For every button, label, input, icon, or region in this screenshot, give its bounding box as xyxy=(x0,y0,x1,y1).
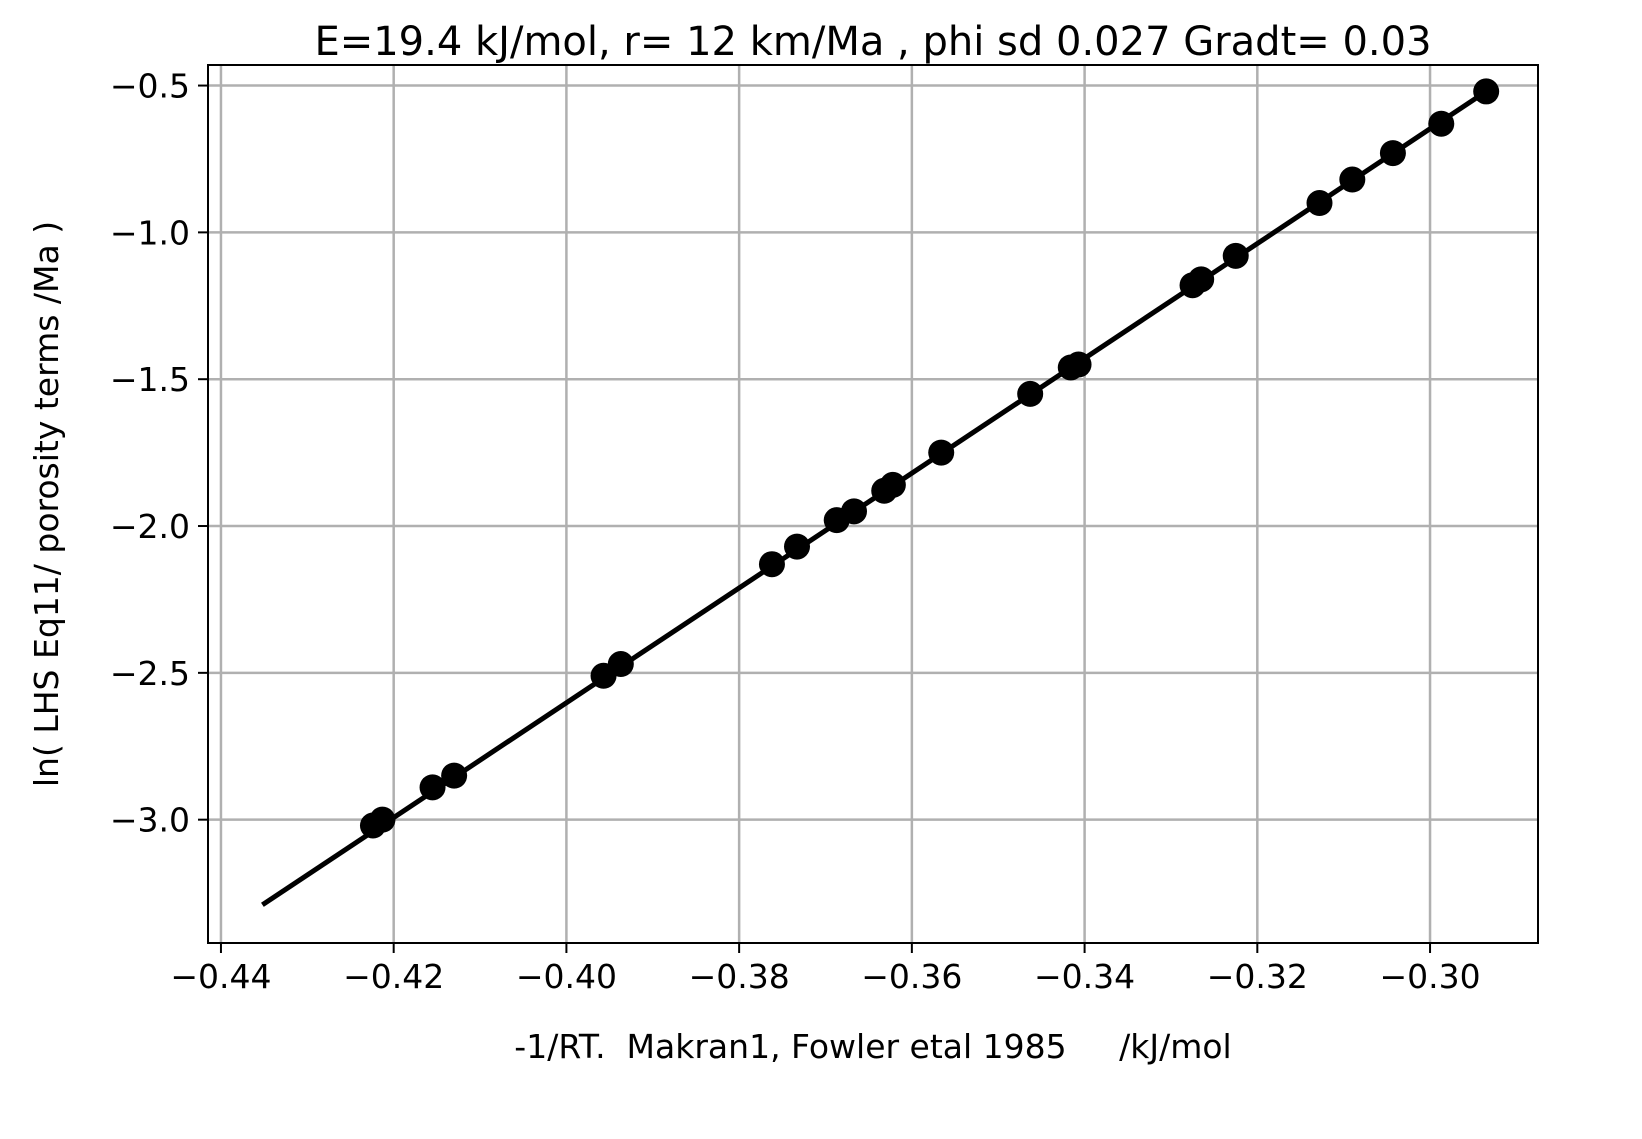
axes-frame xyxy=(207,64,1539,944)
chart-title: E=19.4 kJ/mol, r= 12 km/Ma , phi sd 0.02… xyxy=(314,19,1431,65)
data-point xyxy=(879,471,906,498)
data-point xyxy=(1379,140,1406,167)
y-tick-label: −2.0 xyxy=(110,507,190,546)
data-point xyxy=(1188,266,1215,293)
data-point xyxy=(1065,351,1092,378)
data-point xyxy=(607,651,634,678)
x-axis-label: -1/RT. Makran1, Fowler etal 1985 /kJ/mol xyxy=(514,1027,1231,1066)
y-tick-label: −3.0 xyxy=(110,801,190,840)
y-tick-label: −0.5 xyxy=(110,67,190,106)
y-tick-label: −1.0 xyxy=(110,213,190,252)
data-point xyxy=(369,806,396,833)
y-tick-label: −2.5 xyxy=(110,654,190,693)
data-point xyxy=(1473,78,1500,105)
x-tick-label: −0.42 xyxy=(343,957,444,996)
x-tick-label: −0.34 xyxy=(1034,957,1135,996)
data-point xyxy=(1428,110,1455,137)
x-tick-label: −0.38 xyxy=(689,957,790,996)
data-point xyxy=(841,498,867,525)
y-axis-label: ln( LHS Eq11/ porosity terms /Ma ) xyxy=(27,221,66,787)
x-tick-label: −0.32 xyxy=(1207,957,1308,996)
data-point xyxy=(1222,242,1249,269)
x-tick-label: −0.36 xyxy=(861,957,962,996)
data-point xyxy=(758,551,785,578)
data-points xyxy=(359,78,1500,839)
data-point xyxy=(441,762,468,789)
x-tick-label: −0.30 xyxy=(1379,957,1480,996)
data-point xyxy=(1339,166,1366,193)
data-point xyxy=(784,533,810,560)
x-tick-label: −0.40 xyxy=(516,957,617,996)
x-tick-label: −0.44 xyxy=(170,957,271,996)
grid-lines xyxy=(208,65,1538,943)
y-tick-label: −1.5 xyxy=(110,360,190,399)
data-point xyxy=(1017,380,1044,407)
data-point xyxy=(419,774,446,801)
axis-ticks: −0.44 −0.42 −0.40 −0.38 −0.36 −0.34 −0.32 −0.30… xyxy=(110,67,1481,996)
data-point xyxy=(928,439,955,466)
data-point xyxy=(1306,190,1333,217)
